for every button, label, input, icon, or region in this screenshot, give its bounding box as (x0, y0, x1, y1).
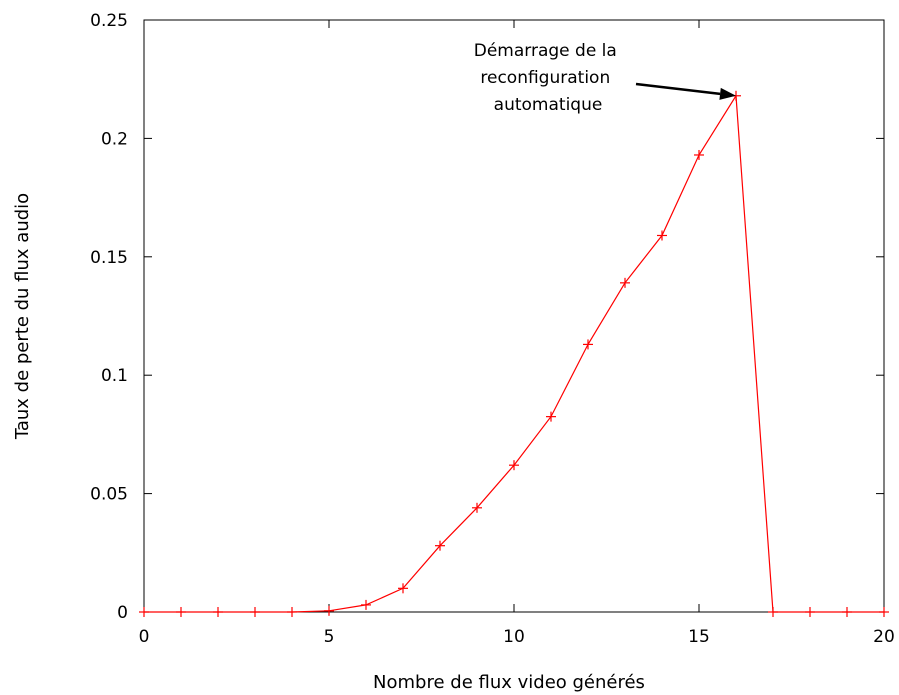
data-point (324, 605, 334, 616)
x-tick-label: 10 (503, 627, 525, 647)
y-tick-label: 0.15 (90, 248, 128, 268)
y-tick-label: 0 (117, 603, 128, 623)
data-point (879, 607, 889, 617)
annotation-line-2: reconfiguration (480, 68, 610, 88)
data-point (250, 607, 260, 617)
data-point (694, 149, 704, 160)
annotation-arrow (635, 82, 721, 96)
y-axis-title: Taux de perte du flux audio (12, 193, 33, 440)
y-tick-label: 0.2 (101, 129, 128, 149)
x-tick-label: 15 (688, 627, 710, 647)
y-tick-labels: 0 0.05 0.1 0.15 0.2 0.25 (90, 11, 128, 623)
data-point (546, 411, 556, 422)
x-tick-label: 5 (324, 627, 335, 647)
data-point (287, 607, 297, 617)
data-point (620, 277, 630, 288)
data-point (842, 607, 852, 617)
data-point (509, 460, 519, 471)
x-tick-label: 20 (873, 627, 895, 647)
y-tick-label: 0.25 (90, 11, 128, 31)
data-point (361, 599, 371, 610)
x-axis-title: Nombre de flux video générés (373, 672, 645, 693)
series-group (139, 90, 889, 617)
series-line (144, 93, 884, 613)
annotation-arrowhead (719, 87, 736, 100)
data-point (805, 607, 815, 617)
data-point (472, 502, 482, 513)
y-tick-label: 0.05 (90, 485, 128, 505)
y-tick-label: 0.1 (101, 366, 128, 386)
data-point (139, 607, 149, 617)
data-point (768, 607, 778, 617)
data-point (657, 230, 667, 241)
x-tick-label: 0 (139, 627, 150, 647)
data-point (213, 607, 223, 617)
x-tick-labels: 0 5 10 15 20 (139, 627, 895, 647)
data-point (398, 583, 408, 594)
annotation-line-1: Démarrage de la (474, 41, 617, 61)
annotation-line-3: automatique (494, 95, 603, 115)
data-point (583, 339, 593, 350)
data-point (176, 607, 186, 617)
data-point (435, 540, 445, 551)
annotation-text: Démarrage de la reconfiguration automati… (474, 41, 622, 115)
